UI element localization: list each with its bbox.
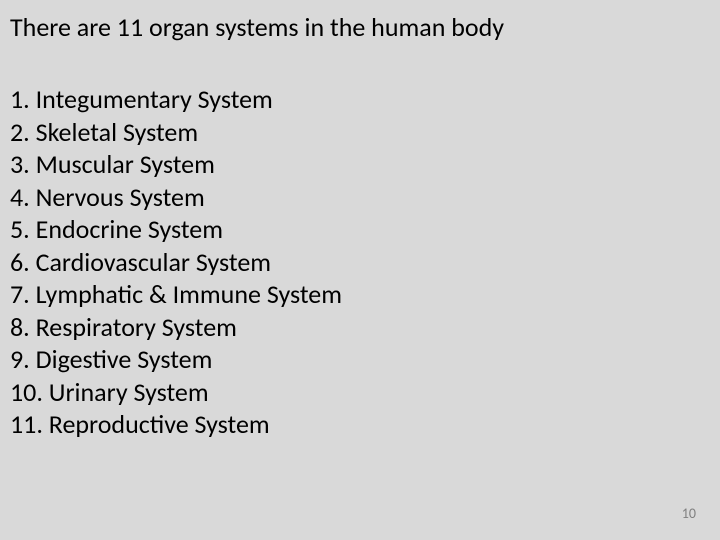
list-item: 6. Cardiovascular System	[10, 246, 710, 279]
slide-title: There are 11 organ systems in the human …	[10, 12, 710, 43]
list-item: 10. Urinary System	[10, 376, 710, 409]
list-item: 3. Muscular System	[10, 148, 710, 181]
page-number: 10	[682, 505, 696, 522]
list-item: 2. Skeletal System	[10, 116, 710, 149]
list-item: 7. Lymphatic & Immune System	[10, 278, 710, 311]
list-item: 5. Endocrine System	[10, 213, 710, 246]
list-item: 9. Digestive System	[10, 343, 710, 376]
list-item: 11. Reproductive System	[10, 408, 710, 441]
list-item: 8. Respiratory System	[10, 311, 710, 344]
slide-container: There are 11 organ systems in the human …	[0, 0, 720, 540]
organ-systems-list: 1. Integumentary System 2. Skeletal Syst…	[10, 83, 710, 441]
list-item: 1. Integumentary System	[10, 83, 710, 116]
list-item: 4. Nervous System	[10, 181, 710, 214]
